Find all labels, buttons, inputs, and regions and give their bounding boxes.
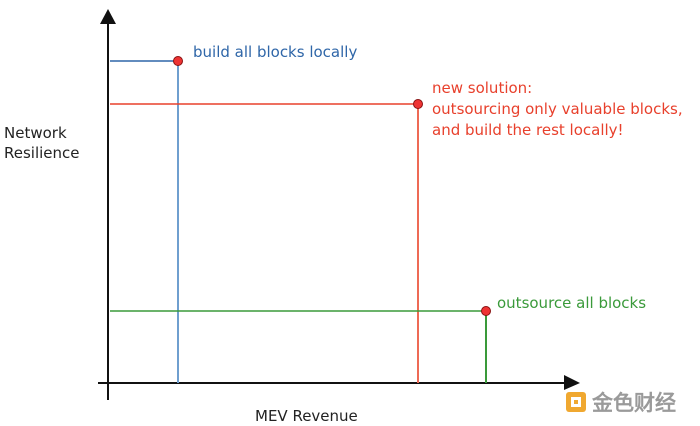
red-annotation-line1: new solution: — [432, 79, 532, 97]
green-point — [481, 306, 491, 316]
axes — [98, 9, 580, 400]
y-axis-arrow — [100, 9, 116, 24]
blue-annotation: build all blocks locally — [193, 43, 357, 61]
y-axis-label-line2: Resilience — [4, 144, 80, 162]
x-axis-arrow — [564, 375, 580, 390]
green-annotation: outsource all blocks — [497, 294, 646, 312]
red-point — [413, 99, 423, 109]
x-axis-label: MEV Revenue — [255, 407, 358, 425]
watermark-logo-icon — [566, 392, 586, 412]
red-option — [110, 99, 423, 383]
watermark-text: 金色财经 — [591, 391, 676, 415]
green-option — [110, 306, 491, 383]
red-annotation-line2: outsourcing only valuable blocks, — [432, 100, 683, 118]
red-annotation-line3: and build the rest locally! — [432, 121, 624, 139]
blue-option — [110, 56, 183, 383]
y-axis-label-line1: Network — [4, 124, 67, 142]
blue-point — [173, 56, 183, 66]
watermark: 金色财经 — [566, 391, 676, 415]
